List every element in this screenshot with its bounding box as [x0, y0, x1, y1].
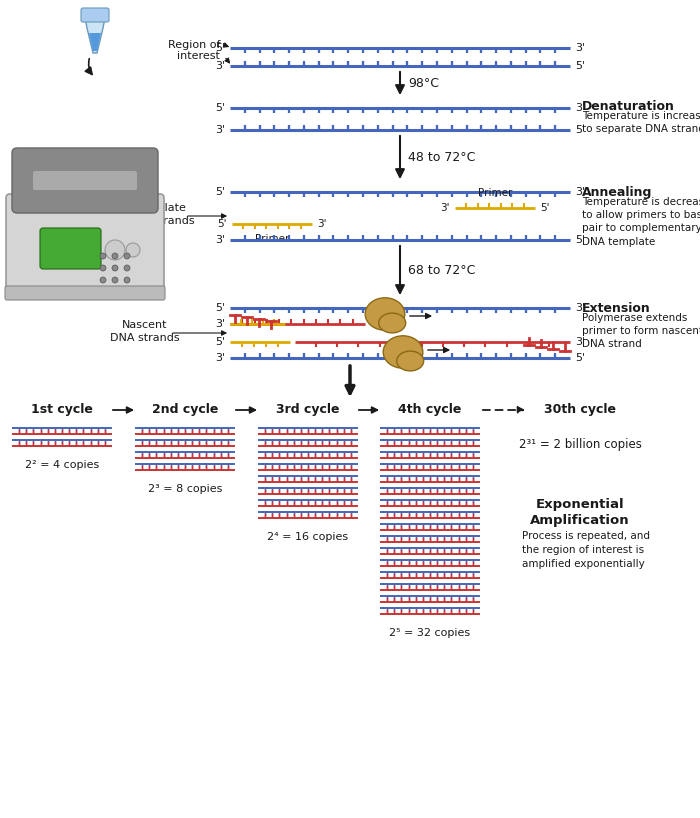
Polygon shape	[85, 18, 105, 53]
Text: 2⁴ = 16 copies: 2⁴ = 16 copies	[267, 532, 349, 542]
Text: Primer: Primer	[255, 234, 289, 244]
Text: Process is repeated, and
the region of interest is
amplified exponentially: Process is repeated, and the region of i…	[522, 531, 650, 569]
Text: Polymerase extends
primer to form nascent
DNA strand: Polymerase extends primer to form nascen…	[582, 313, 700, 349]
Text: Primer: Primer	[478, 188, 512, 198]
Circle shape	[100, 253, 106, 259]
FancyBboxPatch shape	[12, 148, 158, 213]
Text: interest: interest	[177, 51, 220, 61]
Text: 5': 5'	[215, 303, 225, 313]
Text: Denaturation: Denaturation	[582, 100, 675, 113]
Text: 5': 5'	[575, 61, 585, 71]
Ellipse shape	[397, 351, 424, 371]
FancyBboxPatch shape	[33, 171, 137, 190]
Text: Temperature is increased
to separate DNA strands: Temperature is increased to separate DNA…	[582, 111, 700, 134]
Circle shape	[124, 277, 130, 283]
Text: 98°C: 98°C	[408, 77, 439, 90]
Circle shape	[112, 253, 118, 259]
Text: 5': 5'	[575, 125, 585, 135]
Ellipse shape	[365, 298, 405, 330]
Text: 3': 3'	[215, 125, 225, 135]
Text: Template: Template	[134, 203, 186, 213]
Circle shape	[124, 253, 130, 259]
Text: Extension: Extension	[582, 302, 651, 315]
Text: 3': 3'	[575, 303, 585, 313]
Text: Region of: Region of	[167, 40, 220, 50]
Text: Nascent: Nascent	[122, 320, 168, 330]
Text: 3': 3'	[215, 61, 225, 71]
Text: 1st cycle: 1st cycle	[31, 403, 93, 416]
Text: 4th cycle: 4th cycle	[398, 403, 462, 416]
Polygon shape	[89, 33, 101, 51]
Text: 3': 3'	[215, 353, 225, 363]
FancyBboxPatch shape	[81, 8, 109, 22]
Text: 3rd cycle: 3rd cycle	[276, 403, 340, 416]
Text: 68 to 72°C: 68 to 72°C	[408, 264, 475, 277]
Text: 3': 3'	[215, 235, 225, 245]
Text: 5': 5'	[215, 103, 225, 113]
Text: 5': 5'	[575, 235, 585, 245]
Text: 5': 5'	[215, 43, 225, 53]
Text: 30th cycle: 30th cycle	[544, 403, 616, 416]
Circle shape	[126, 243, 140, 257]
Circle shape	[124, 265, 130, 271]
Text: 3': 3'	[440, 203, 450, 213]
Text: 2³¹ = 2 billion copies: 2³¹ = 2 billion copies	[519, 438, 641, 451]
Circle shape	[112, 265, 118, 271]
Circle shape	[100, 265, 106, 271]
Text: 5': 5'	[218, 219, 227, 229]
FancyBboxPatch shape	[6, 194, 164, 297]
Text: 5': 5'	[540, 203, 550, 213]
Text: 48 to 72°C: 48 to 72°C	[408, 151, 475, 164]
Text: 3': 3'	[575, 43, 585, 53]
Text: Annealing: Annealing	[582, 186, 652, 199]
FancyBboxPatch shape	[5, 286, 165, 300]
Text: 2nd cycle: 2nd cycle	[152, 403, 218, 416]
Text: 5': 5'	[215, 187, 225, 197]
Text: 2³ = 8 copies: 2³ = 8 copies	[148, 484, 222, 494]
Text: DNA strands: DNA strands	[125, 216, 195, 226]
Text: Exponential
Amplification: Exponential Amplification	[530, 498, 630, 527]
Text: 2² = 4 copies: 2² = 4 copies	[25, 460, 99, 470]
Text: 5': 5'	[575, 353, 585, 363]
Text: DNA strands: DNA strands	[110, 333, 180, 343]
Text: 3': 3'	[215, 319, 225, 329]
Text: 3': 3'	[317, 219, 326, 229]
Text: 5': 5'	[215, 337, 225, 347]
Text: 3': 3'	[575, 187, 585, 197]
Ellipse shape	[379, 313, 406, 333]
Text: 3': 3'	[575, 337, 585, 347]
Circle shape	[100, 277, 106, 283]
Text: 3': 3'	[575, 103, 585, 113]
Circle shape	[105, 240, 125, 260]
FancyBboxPatch shape	[40, 228, 101, 269]
Text: Temperature is decreased
to allow primers to base
pair to complementary
DNA temp: Temperature is decreased to allow primer…	[582, 197, 700, 246]
Text: 2⁵ = 32 copies: 2⁵ = 32 copies	[389, 628, 470, 638]
Circle shape	[112, 277, 118, 283]
Ellipse shape	[383, 336, 423, 368]
